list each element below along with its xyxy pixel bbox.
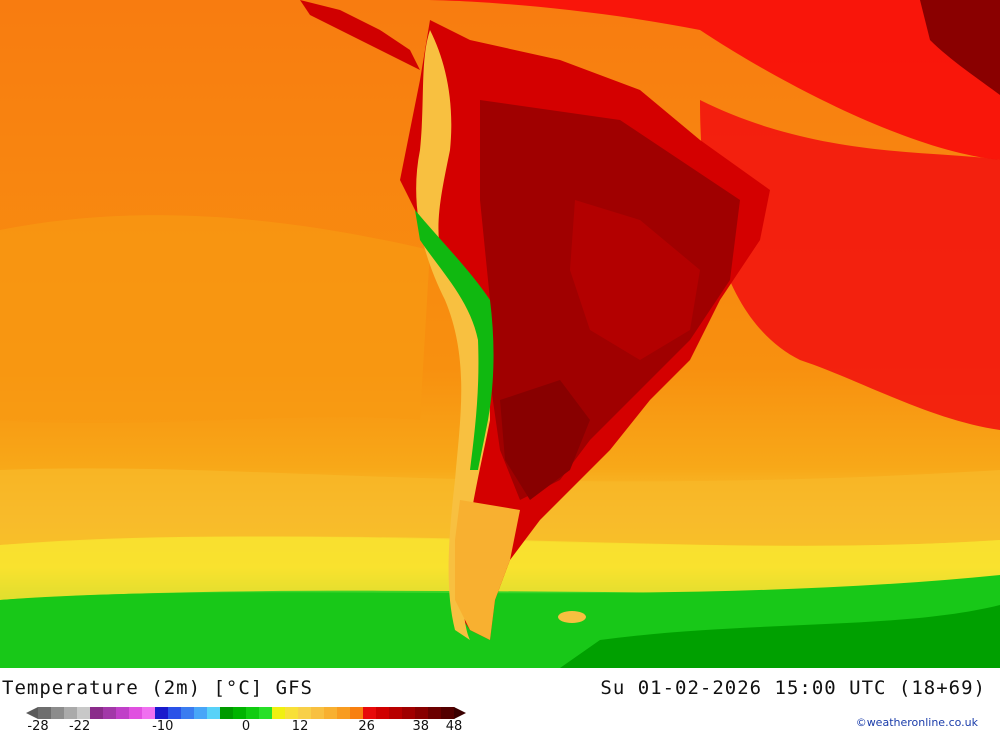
colorbar-swatch	[233, 707, 247, 719]
colorbar-swatch	[142, 707, 156, 719]
legend-tick-label: 0	[241, 719, 251, 734]
legend-tick-label: 12	[291, 719, 309, 734]
colorbar-swatch	[194, 707, 208, 719]
legend-tick-label: 26	[358, 719, 375, 734]
legend-tick-label: -28	[27, 719, 49, 734]
legend-tick-label: 48	[445, 719, 463, 734]
colorbar-swatch	[64, 707, 78, 719]
temperature-map	[0, 0, 1000, 668]
credit-link[interactable]: ©weatheronline.co.uk	[855, 716, 978, 729]
colorbar-swatch	[129, 707, 143, 719]
colorbar-swatch	[103, 707, 117, 719]
colorbar-swatch	[311, 707, 325, 719]
colorbar-swatch	[259, 707, 273, 719]
colorbar-swatch	[272, 707, 286, 719]
colorbar-swatch	[376, 707, 390, 719]
colorbar-swatch	[363, 707, 377, 719]
colorbar-swatch	[441, 707, 455, 719]
colorbar-swatch	[38, 707, 52, 719]
colorbar-swatch	[350, 707, 364, 719]
map-title: Temperature (2m) [°C] GFS	[2, 677, 313, 699]
legend-tick-label: -22	[68, 719, 91, 734]
colorbar-swatch	[298, 707, 312, 719]
colorbar-swatch	[181, 707, 195, 719]
colorbar-swatch	[285, 707, 299, 719]
colorbar-swatch	[207, 707, 221, 719]
colorbar-swatch	[389, 707, 403, 719]
colorbar-arrow-high	[454, 707, 466, 719]
colorbar-swatch	[324, 707, 338, 719]
footer	[0, 668, 1000, 733]
map-timestamp: Su 01-02-2026 15:00 UTC (18+69)	[600, 677, 986, 699]
colorbar-swatch	[415, 707, 429, 719]
colorbar-swatch	[90, 707, 104, 719]
legend-tick-label: -10	[152, 719, 174, 734]
colorbar-swatch	[155, 707, 169, 719]
colorbar-swatch	[428, 707, 442, 719]
colorbar-swatch	[337, 707, 351, 719]
colorbar-swatch	[116, 707, 130, 719]
color-legend	[26, 707, 466, 719]
colorbar-swatch	[246, 707, 260, 719]
colorbar-arrow-low	[26, 707, 38, 719]
colorbar-swatch	[51, 707, 65, 719]
legend-tick-label: 38	[412, 719, 429, 734]
colorbar-swatch	[77, 707, 91, 719]
colorbar-swatch	[402, 707, 416, 719]
colorbar-swatch	[168, 707, 182, 719]
colorbar-swatch	[220, 707, 234, 719]
